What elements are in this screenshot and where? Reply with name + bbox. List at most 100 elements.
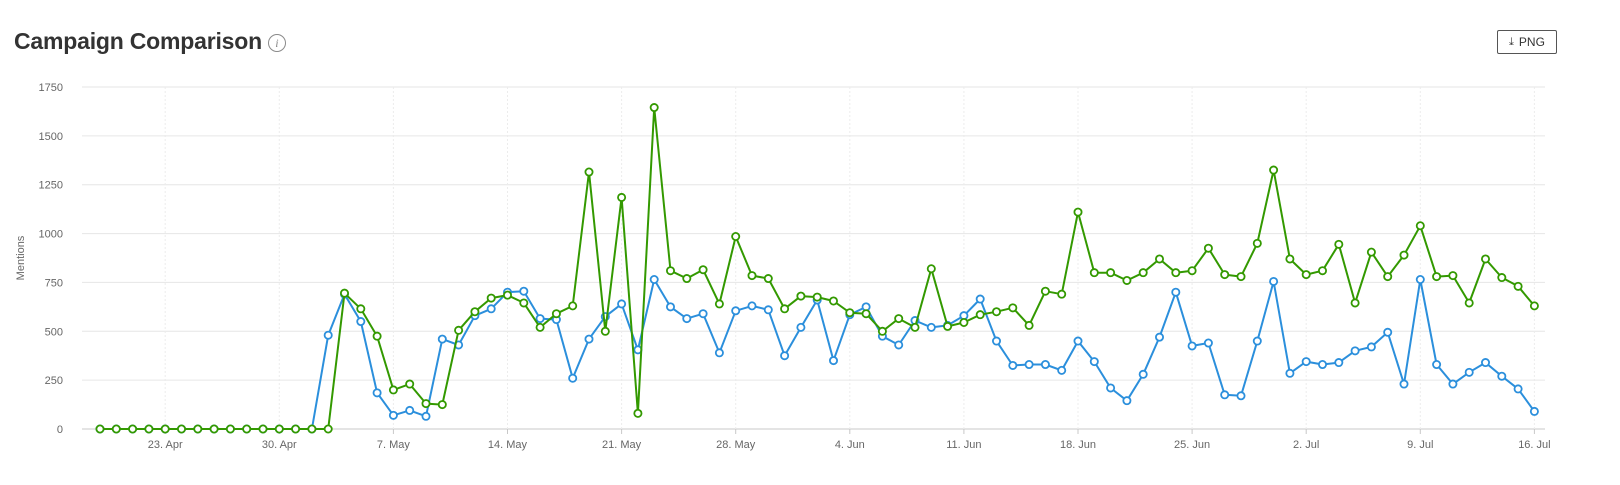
data-point bbox=[633, 408, 643, 418]
data-point bbox=[1318, 360, 1328, 370]
data-point bbox=[1497, 371, 1507, 381]
data-point bbox=[1236, 391, 1246, 401]
x-tick-label: 30. Apr bbox=[262, 439, 297, 451]
data-point bbox=[1529, 301, 1539, 311]
y-tick-label: 750 bbox=[45, 277, 63, 289]
data-point bbox=[160, 424, 170, 434]
data-point bbox=[1057, 289, 1067, 299]
data-point bbox=[144, 424, 154, 434]
x-tick-label: 16. Jul bbox=[1518, 439, 1550, 451]
data-point bbox=[714, 348, 724, 358]
data-point bbox=[1252, 336, 1262, 346]
info-icon[interactable]: i bbox=[267, 34, 286, 52]
data-point bbox=[1464, 298, 1474, 308]
data-point bbox=[95, 424, 105, 434]
data-point bbox=[1448, 271, 1458, 281]
data-point bbox=[1008, 303, 1018, 313]
series-2 bbox=[95, 103, 1539, 434]
data-point bbox=[763, 305, 773, 315]
data-point bbox=[1529, 406, 1539, 416]
data-point bbox=[894, 314, 904, 324]
data-point bbox=[1089, 268, 1099, 278]
data-point bbox=[780, 304, 790, 314]
data-point bbox=[861, 309, 871, 319]
png-export-button[interactable]: ⤓ PNG bbox=[1497, 30, 1557, 54]
data-point bbox=[1122, 275, 1132, 285]
data-point bbox=[1399, 379, 1409, 389]
y-tick-label: 0 bbox=[57, 424, 63, 436]
data-point bbox=[1301, 270, 1311, 280]
data-point bbox=[1057, 365, 1067, 375]
data-point bbox=[405, 405, 415, 415]
data-point bbox=[1350, 298, 1360, 308]
data-point bbox=[437, 400, 447, 410]
data-point bbox=[1171, 268, 1181, 278]
data-point bbox=[829, 296, 839, 306]
chart-title: Campaign Comparison bbox=[14, 28, 262, 54]
data-point bbox=[1415, 274, 1425, 284]
data-point bbox=[763, 274, 773, 284]
x-tick-label: 2. Jul bbox=[1293, 439, 1319, 451]
data-point bbox=[176, 424, 186, 434]
data-point bbox=[1481, 358, 1491, 368]
data-point bbox=[1171, 287, 1181, 297]
data-point bbox=[225, 424, 235, 434]
data-point bbox=[1399, 250, 1409, 260]
data-point bbox=[1089, 357, 1099, 367]
data-point bbox=[617, 299, 627, 309]
y-axis-label: Mentions bbox=[15, 235, 27, 280]
data-point bbox=[1464, 367, 1474, 377]
data-point bbox=[470, 307, 480, 317]
data-point bbox=[437, 334, 447, 344]
data-point bbox=[111, 424, 121, 434]
data-point bbox=[356, 317, 366, 327]
download-icon: ⤓ bbox=[1509, 35, 1514, 48]
data-point bbox=[1513, 384, 1523, 394]
data-point bbox=[568, 301, 578, 311]
data-point bbox=[600, 326, 610, 336]
data-point bbox=[274, 424, 284, 434]
y-tick-label: 500 bbox=[45, 326, 63, 338]
data-point bbox=[454, 325, 464, 335]
data-point bbox=[1350, 346, 1360, 356]
data-point bbox=[1008, 360, 1018, 370]
data-point bbox=[714, 299, 724, 309]
data-point bbox=[1252, 238, 1262, 248]
data-point bbox=[649, 274, 659, 284]
x-tick-label: 21. May bbox=[602, 439, 642, 451]
data-point bbox=[1106, 383, 1116, 393]
data-point bbox=[421, 399, 431, 409]
data-point bbox=[666, 266, 676, 276]
data-point bbox=[1122, 396, 1132, 406]
data-point bbox=[568, 373, 578, 383]
data-point bbox=[975, 294, 985, 304]
x-tick-label: 23. Apr bbox=[148, 439, 183, 451]
data-point bbox=[926, 322, 936, 332]
data-point bbox=[1203, 338, 1213, 348]
data-point bbox=[1073, 336, 1083, 346]
png-button-label: PNG bbox=[1518, 35, 1545, 49]
data-point bbox=[1318, 266, 1328, 276]
data-point bbox=[1187, 266, 1197, 276]
data-point bbox=[1155, 254, 1165, 264]
data-point bbox=[1073, 207, 1083, 217]
data-point bbox=[421, 411, 431, 421]
data-point bbox=[291, 424, 301, 434]
data-point bbox=[1024, 320, 1034, 330]
data-point bbox=[307, 424, 317, 434]
data-point bbox=[1138, 369, 1148, 379]
data-point bbox=[780, 351, 790, 361]
data-point bbox=[519, 298, 529, 308]
data-point bbox=[1269, 165, 1279, 175]
data-point bbox=[796, 291, 806, 301]
x-tick-label: 7. May bbox=[377, 439, 411, 451]
data-point bbox=[731, 306, 741, 316]
data-point bbox=[731, 232, 741, 242]
data-point bbox=[1366, 247, 1376, 257]
data-point bbox=[959, 317, 969, 327]
data-point bbox=[372, 388, 382, 398]
data-point bbox=[698, 309, 708, 319]
data-point bbox=[992, 336, 1002, 346]
data-point bbox=[258, 424, 268, 434]
